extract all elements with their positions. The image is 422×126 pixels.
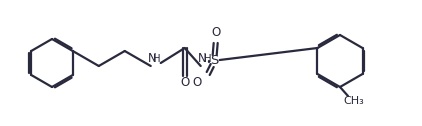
Text: O: O	[192, 76, 201, 89]
Text: O: O	[211, 26, 220, 39]
Text: H: H	[204, 54, 211, 64]
Text: H: H	[153, 54, 160, 64]
Text: N: N	[149, 53, 157, 66]
Text: CH₃: CH₃	[344, 96, 364, 106]
Text: S: S	[211, 54, 219, 67]
Text: O: O	[180, 75, 189, 88]
Text: N: N	[198, 53, 207, 66]
